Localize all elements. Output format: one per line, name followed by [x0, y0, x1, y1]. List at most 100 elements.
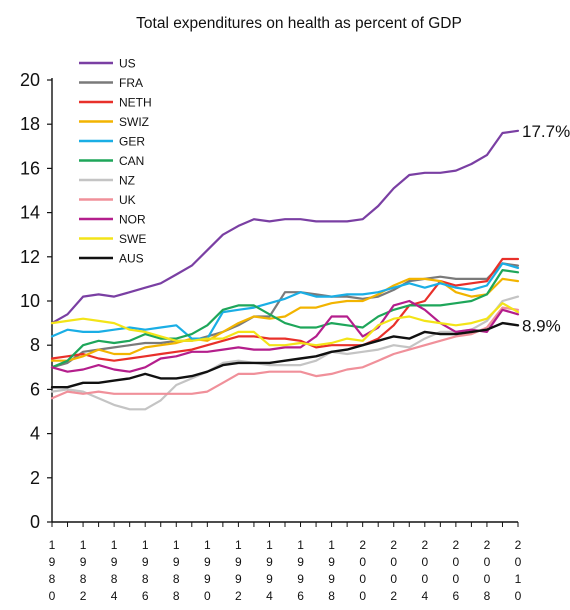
series-line-swiz	[50, 277, 520, 362]
x-tick-digit: 0	[421, 555, 428, 569]
x-tick-digit: 9	[111, 555, 118, 569]
x-tick-digit: 8	[80, 572, 87, 586]
x-tick-digit: 2	[80, 589, 87, 603]
series-line-fra	[50, 262, 520, 369]
x-tick-digit: 8	[173, 589, 180, 603]
y-tick-label: 10	[20, 291, 40, 311]
x-tick-digit: 0	[453, 555, 460, 569]
x-tick-digit: 1	[204, 538, 211, 552]
x-tick-digit: 8	[49, 572, 56, 586]
chart-axes: 0246810121416182019801982198419861988199…	[20, 70, 522, 603]
y-tick-label: 4	[30, 424, 40, 444]
x-tick-digit: 9	[297, 572, 304, 586]
series-line-us	[50, 129, 520, 325]
x-tick-digit: 9	[266, 572, 273, 586]
legend-label: AUS	[119, 252, 144, 266]
annotation-us: 17.7%	[522, 122, 570, 141]
x-tick-digit: 0	[515, 555, 522, 569]
series-line-ger	[50, 262, 520, 340]
x-tick-digit: 0	[359, 555, 366, 569]
legend-label: UK	[119, 193, 136, 207]
y-tick-label: 20	[20, 70, 40, 90]
x-tick-digit: 0	[390, 555, 397, 569]
series-layer	[50, 129, 520, 411]
y-tick-label: 18	[20, 114, 40, 134]
x-tick-digit: 1	[173, 538, 180, 552]
legend-label: NOR	[119, 213, 146, 227]
x-tick-digit: 9	[328, 572, 335, 586]
x-tick-digit: 9	[235, 572, 242, 586]
legend-item-ger: GER	[79, 135, 145, 149]
x-tick-digit: 2	[421, 538, 428, 552]
y-tick-label: 0	[30, 512, 40, 532]
legend-item-us: US	[79, 57, 136, 71]
x-tick-digit: 6	[142, 589, 149, 603]
y-tick-label: 2	[30, 468, 40, 488]
x-tick-digit: 0	[204, 589, 211, 603]
x-tick-digit: 1	[515, 572, 522, 586]
x-tick-digit: 9	[266, 555, 273, 569]
series-line-can	[50, 269, 520, 369]
x-tick-digit: 4	[421, 589, 428, 603]
chart-legend: US FRA NETH SWIZ GER CAN NZ UK NOR SWE AUS	[79, 57, 152, 266]
x-tick-digit: 0	[359, 589, 366, 603]
x-tick-digit: 8	[173, 572, 180, 586]
series-line-swe	[50, 302, 520, 347]
x-tick-digit: 1	[80, 538, 87, 552]
x-tick-digit: 9	[204, 572, 211, 586]
x-tick-digit: 8	[484, 589, 491, 603]
x-tick-digit: 9	[328, 555, 335, 569]
x-tick-digit: 0	[390, 572, 397, 586]
legend-label: CAN	[119, 154, 144, 168]
x-tick-digit: 9	[204, 555, 211, 569]
x-tick-digit: 6	[297, 589, 304, 603]
x-tick-digit: 9	[297, 555, 304, 569]
y-tick-label: 8	[30, 335, 40, 355]
x-tick-digit: 4	[266, 589, 273, 603]
legend-item-uk: UK	[79, 193, 136, 207]
x-tick-digit: 6	[453, 589, 460, 603]
legend-label: FRA	[119, 76, 143, 90]
x-tick-digit: 1	[328, 538, 335, 552]
x-tick-digit: 0	[515, 589, 522, 603]
y-tick-label: 6	[30, 379, 40, 399]
x-tick-digit: 4	[111, 589, 118, 603]
x-tick-digit: 0	[359, 572, 366, 586]
x-tick-digit: 2	[453, 538, 460, 552]
series-line-nz	[50, 295, 520, 411]
legend-item-nz: NZ	[79, 174, 135, 188]
x-tick-digit: 8	[328, 589, 335, 603]
x-tick-digit: 0	[421, 572, 428, 586]
x-tick-digit: 9	[80, 555, 87, 569]
x-tick-digit: 1	[297, 538, 304, 552]
x-tick-digit: 9	[173, 555, 180, 569]
y-tick-label: 12	[20, 247, 40, 267]
x-tick-digit: 8	[142, 572, 149, 586]
chart-annotations: 17.7% 8.9%	[522, 122, 570, 335]
legend-label: SWE	[119, 232, 146, 246]
legend-label: NZ	[119, 174, 135, 188]
x-tick-digit: 1	[266, 538, 273, 552]
x-tick-digit: 2	[359, 538, 366, 552]
series-line-aus	[50, 321, 520, 389]
x-tick-digit: 2	[515, 538, 522, 552]
x-tick-digit: 1	[142, 538, 149, 552]
legend-item-swe: SWE	[79, 232, 146, 246]
x-tick-digit: 1	[111, 538, 118, 552]
annotation-aus: 8.9%	[522, 316, 561, 335]
legend-label: US	[119, 57, 136, 71]
x-tick-digit: 1	[49, 538, 56, 552]
chart-title: Total expenditures on health as percent …	[136, 15, 462, 32]
